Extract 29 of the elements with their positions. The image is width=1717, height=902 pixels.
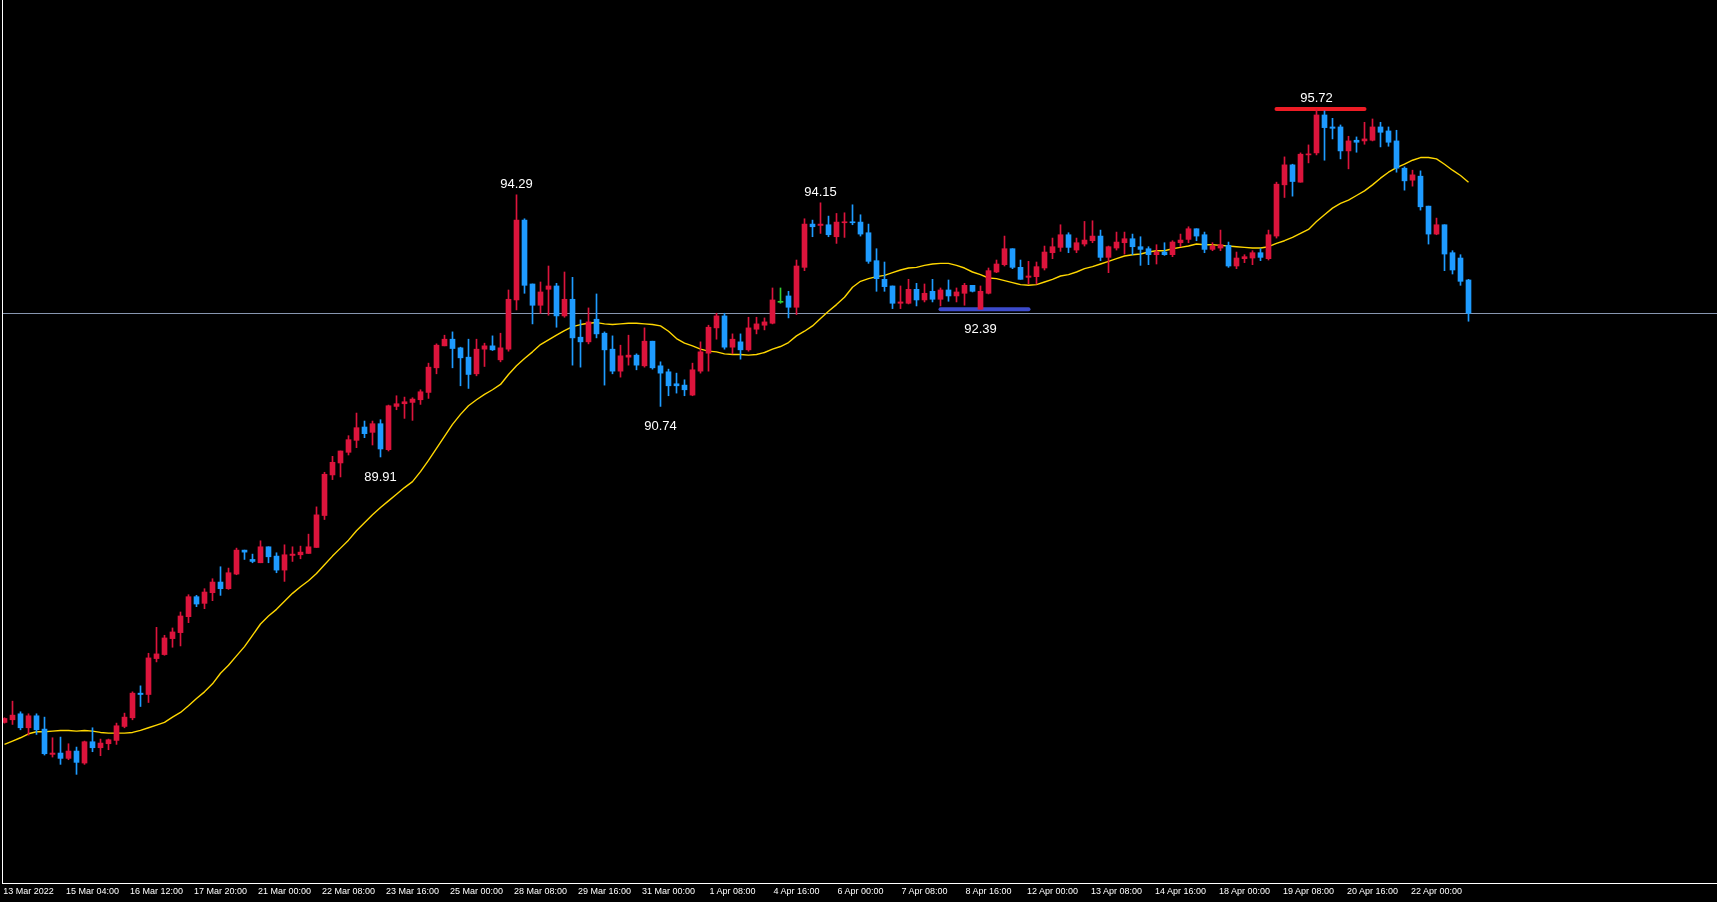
x-tick-label: 18 Apr 00:00 [1218, 885, 1271, 896]
x-tick-label: 23 Mar 16:00 [385, 885, 440, 896]
x-tick-label: 22 Apr 00:00 [1410, 885, 1463, 896]
x-tick-label: 7 Apr 08:00 [901, 885, 948, 896]
x-tick-label: 14 Apr 16:00 [1154, 885, 1207, 896]
x-tick-label: 25 Mar 00:00 [449, 885, 504, 896]
x-tick-label: 16 Mar 12:00 [129, 885, 184, 896]
x-tick-label: 29 Mar 16:00 [577, 885, 632, 896]
x-tick-label: 4 Apr 16:00 [773, 885, 820, 896]
x-tick-label: 31 Mar 00:00 [641, 885, 696, 896]
x-tick-label: 17 Mar 20:00 [193, 885, 248, 896]
annotation: 89.91 [364, 468, 397, 484]
annotation: 94.29 [500, 175, 533, 191]
x-tick-label: 22 Mar 08:00 [321, 885, 376, 896]
x-tick-label: 8 Apr 16:00 [965, 885, 1012, 896]
x-tick-label: 21 Mar 00:00 [257, 885, 312, 896]
x-tick-label: 13 Apr 08:00 [1090, 885, 1143, 896]
annotation: 95.72 [1300, 89, 1333, 105]
x-tick-label: 20 Apr 16:00 [1346, 885, 1399, 896]
annotation: 92.39 [964, 321, 997, 337]
x-tick-label: 15 Mar 04:00 [65, 885, 120, 896]
x-tick-label: 19 Apr 08:00 [1282, 885, 1335, 896]
x-tick-label: 6 Apr 00:00 [837, 885, 884, 896]
x-tick-label: 12 Apr 00:00 [1026, 885, 1079, 896]
x-tick-label: 28 Mar 08:00 [513, 885, 568, 896]
annotation: 90.74 [644, 418, 677, 434]
x-tick-label: 1 Apr 08:00 [709, 885, 756, 896]
x-tick-label: 13 Mar 2022 [3, 885, 54, 896]
annotation: 94.15 [804, 183, 837, 199]
